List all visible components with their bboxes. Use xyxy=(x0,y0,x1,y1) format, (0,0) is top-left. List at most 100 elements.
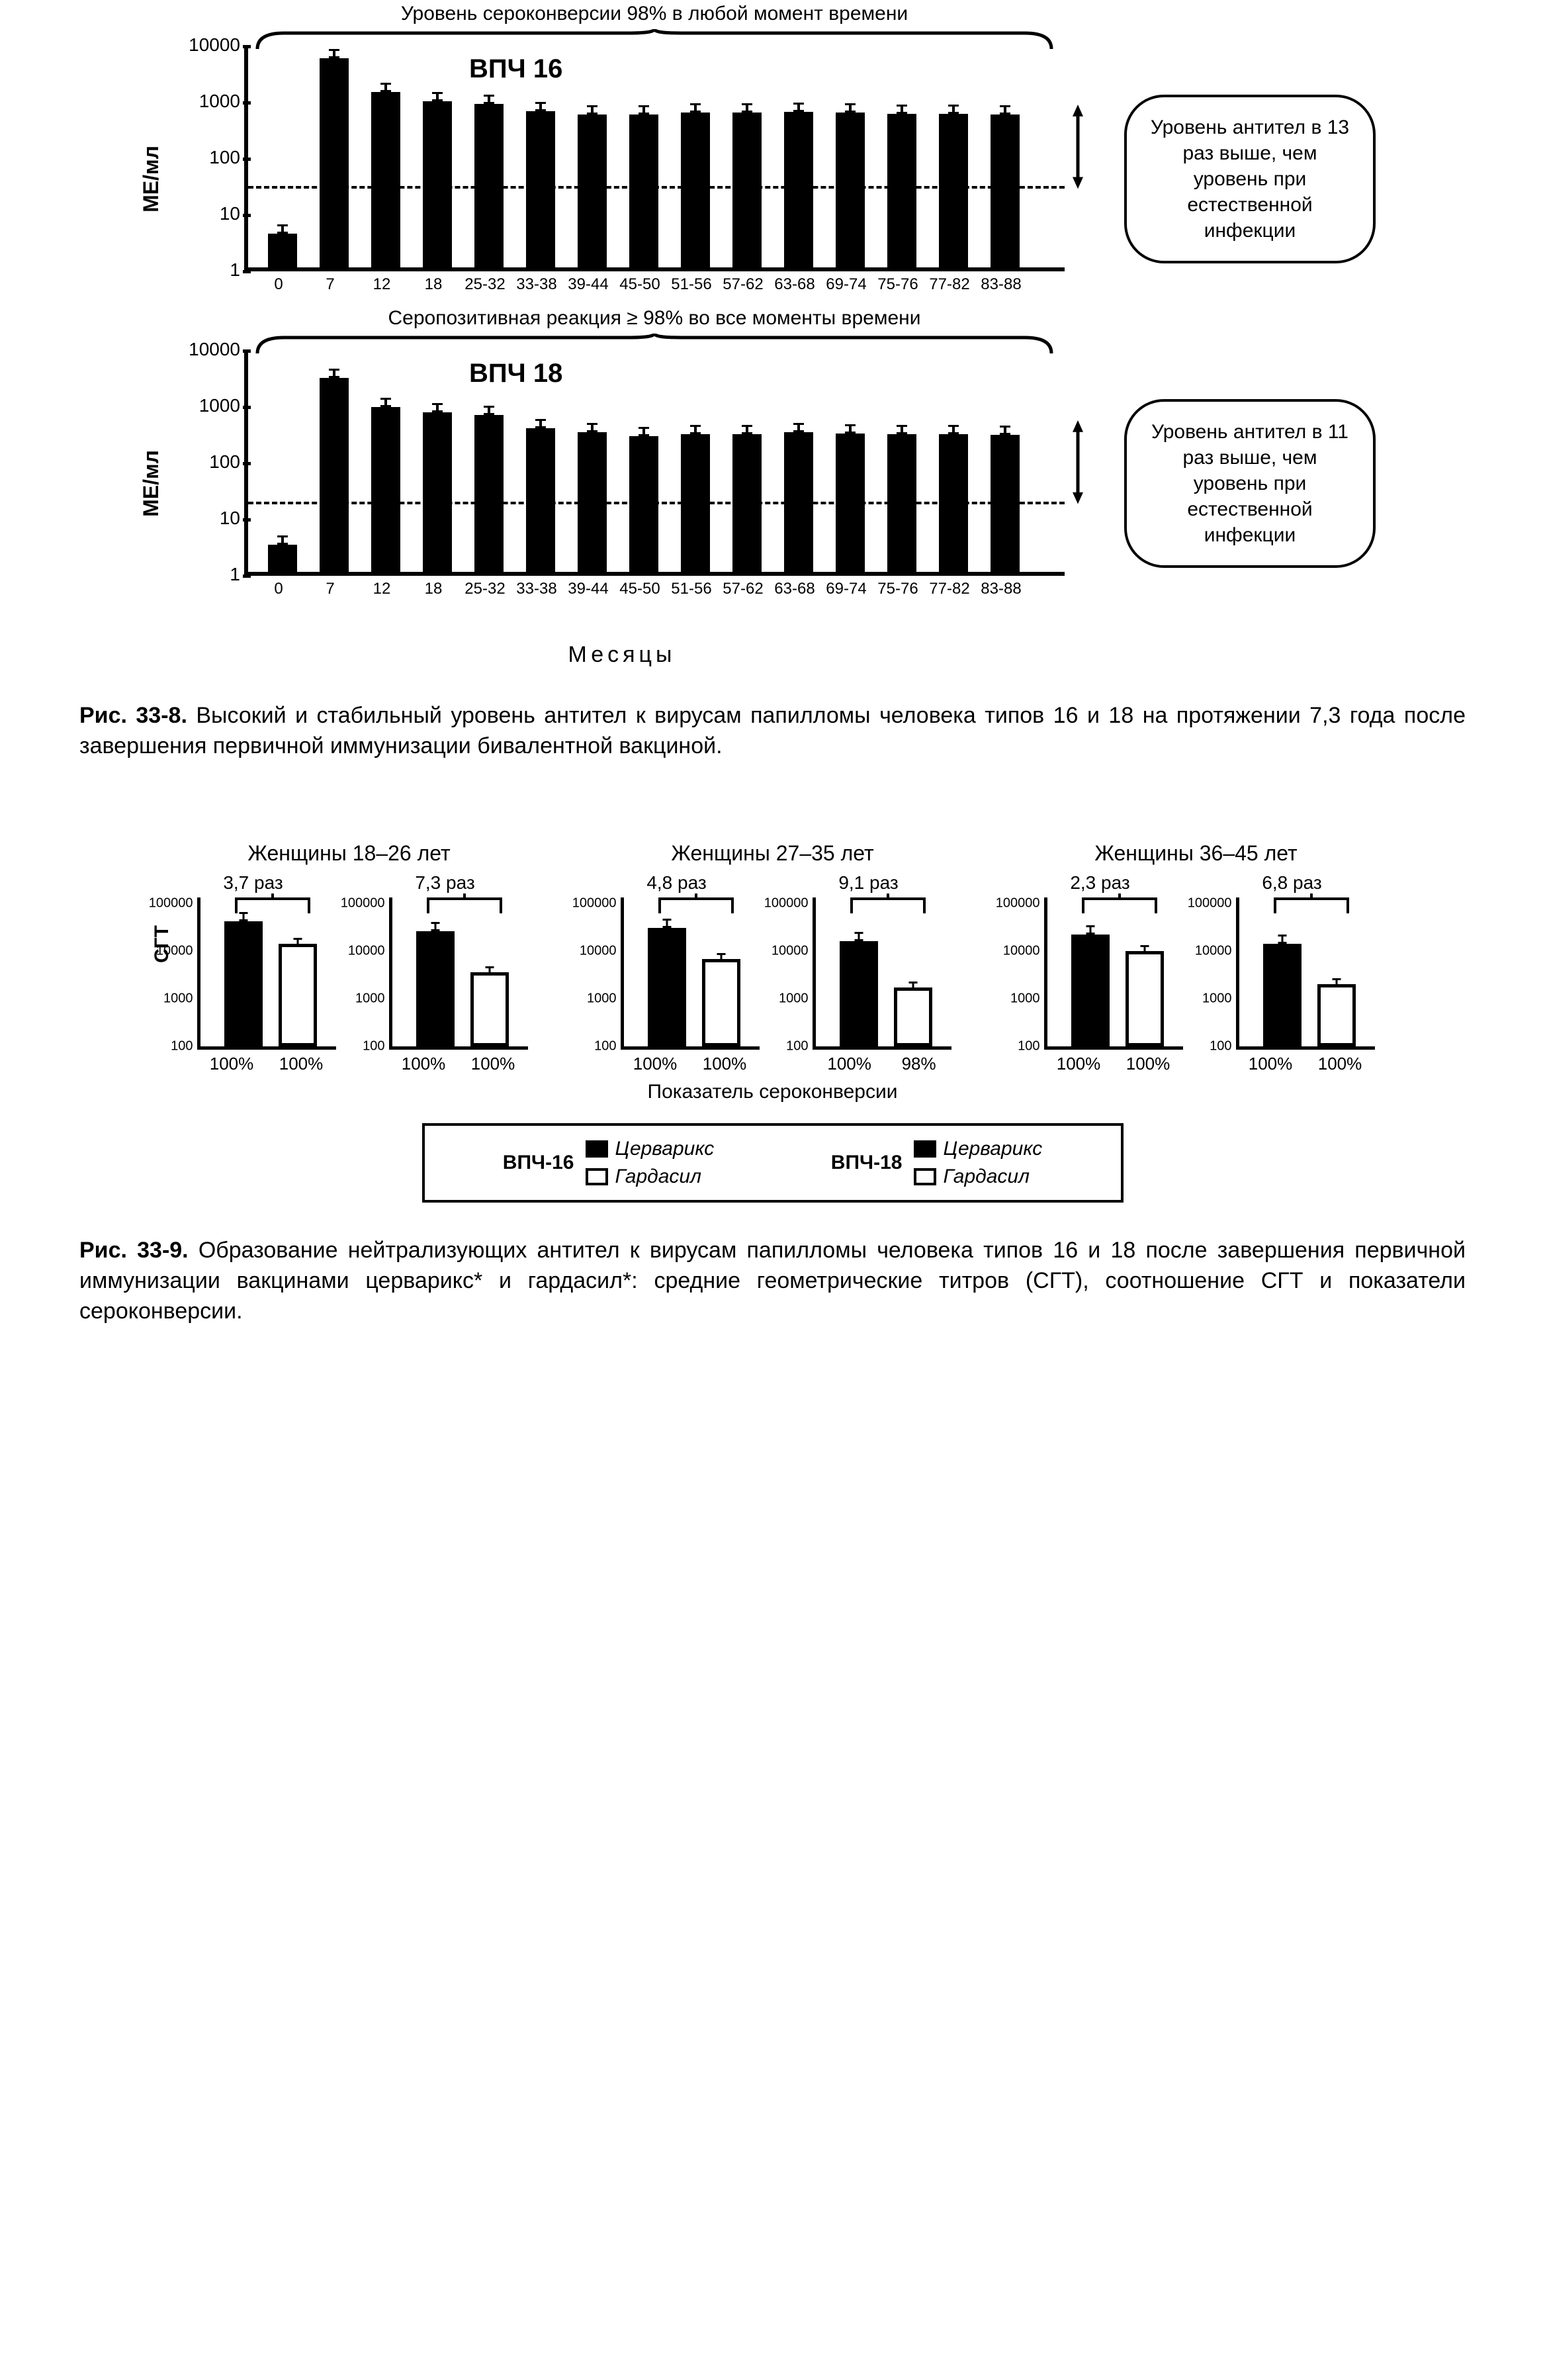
fig8-bar xyxy=(681,434,710,572)
fig9-age-group: Женщины 27–35 лет 4,8 раз 1001000100001000… xyxy=(594,841,951,1074)
legend-hpv18: ВПЧ-18 Церварикс Гардасил xyxy=(831,1138,1042,1188)
fig8-bar xyxy=(474,104,504,267)
fig8-xtick-label: 75-76 xyxy=(877,275,918,294)
fig8-top-note: Уровень сероконверсии 98% в любой момент… xyxy=(271,3,1038,25)
fig8-xtick-label: 77-82 xyxy=(929,275,969,294)
fig8-xtick-label: 51-56 xyxy=(671,275,711,294)
fig9-ratio-label: 3,7 раз xyxy=(171,872,336,893)
fig8-ytick: 10000 xyxy=(174,339,240,360)
fig8-xtick-label: 69-74 xyxy=(826,275,866,294)
swatch-gardasil-icon xyxy=(914,1168,936,1185)
fig9-seroconversion-row: 100%100% xyxy=(1044,1054,1183,1074)
fig9-mini-chart: СГТ3,7 раз100100010000100000100%100% xyxy=(171,872,336,1074)
fig8-xtick-label: 63-68 xyxy=(774,275,815,294)
fig9-bar-cervarix xyxy=(1071,935,1110,1046)
fig9-sero-value: 100% xyxy=(210,1054,254,1074)
fig9-ytick: 100 xyxy=(786,1038,808,1054)
fig9-ratio-label: 7,3 раз xyxy=(363,872,528,893)
bracket-icon xyxy=(421,893,508,913)
fig9-seroconversion-row: 100% 100% xyxy=(621,1054,760,1074)
swatch-cervarix-icon xyxy=(914,1140,936,1158)
fig9-ytick: 100000 xyxy=(341,895,385,911)
fig8-xtick-label: 0 xyxy=(274,275,283,294)
fig9-bar-gardasil xyxy=(1317,984,1356,1046)
fig8-bar xyxy=(474,415,504,572)
fig9-caption-text: Образование нейтрализующих антител к вир… xyxy=(79,1238,1466,1324)
fig8-ytick: 100 xyxy=(174,147,240,168)
fig9-ytick: 10000 xyxy=(1003,943,1040,958)
fig8-xtick-label: 83-88 xyxy=(981,580,1021,598)
fig8-xtick-label: 57-62 xyxy=(723,580,763,598)
fig9-seroconversion-row: 100% 100% xyxy=(389,1054,528,1074)
fig8-xtick-label: 33-38 xyxy=(516,275,556,294)
fig9-bar-gardasil xyxy=(702,959,740,1046)
fig8-ytick: 1000 xyxy=(174,395,240,416)
fig9-caption-num: Рис. 33-9. xyxy=(79,1238,189,1263)
fig9-ytick: 10000 xyxy=(772,943,809,958)
fig8-xtick-label: 18 xyxy=(425,580,443,598)
fig9-ratio-label: 9,1 раз xyxy=(786,872,951,893)
fig9-ytick: 100000 xyxy=(1188,895,1232,911)
fig8-xtick-label: 69-74 xyxy=(826,580,866,598)
fig8-xtick-label: 77-82 xyxy=(929,580,969,598)
fig8-xtick-label: 57-62 xyxy=(723,275,763,294)
fig8-bar xyxy=(268,545,297,572)
fig9-mini-chart: 2,3 раз100100010000100000100%100% xyxy=(1018,872,1183,1074)
fig9-ytick: 100 xyxy=(1210,1038,1231,1054)
bracket-icon xyxy=(653,893,739,913)
fig8-xtick-label: 25-32 xyxy=(464,580,505,598)
fig8-bar xyxy=(887,114,916,267)
fig8-bar xyxy=(526,111,555,267)
fig9-sero-value: 100% xyxy=(1057,1054,1101,1074)
fig8-bar xyxy=(939,434,968,572)
fig9-sero-value: 100% xyxy=(471,1054,515,1074)
fig8-caption-text: Высокий и стабильный уровень антител к в… xyxy=(79,703,1466,758)
fig9-seroconversion-row: 100% 98% xyxy=(813,1054,951,1074)
fig8-xtick-label: 18 xyxy=(425,275,443,294)
fig8-xtick-label: 12 xyxy=(373,580,391,598)
fig9-plot-area: 100100010000100000 xyxy=(1044,897,1183,1050)
fig8-bar xyxy=(681,113,710,267)
fig9-sero-value: 100% xyxy=(402,1054,446,1074)
fig9-sero-value: 100% xyxy=(633,1054,678,1074)
fig9-ytick: 10000 xyxy=(1195,943,1232,958)
fig8-xtick-label: 25-32 xyxy=(464,275,505,294)
fig9-ytick: 100000 xyxy=(572,895,617,911)
fig8-bar xyxy=(423,412,452,572)
fig8-bar xyxy=(578,432,607,572)
fig9-seroconversion-row: 100%100% xyxy=(1236,1054,1375,1074)
fig8-ylabel: МЕ/мл xyxy=(139,450,163,517)
fig8-bar xyxy=(526,428,555,572)
fig9-seroconversion-caption: Показатель сероконверсии xyxy=(79,1081,1466,1103)
fig9-ytick: 10000 xyxy=(156,943,193,958)
fig8-xtick-label: 45-50 xyxy=(619,275,660,294)
fig9-caption: Рис. 33-9. Образование нейтрализующих ан… xyxy=(79,1236,1466,1327)
fig8-bar xyxy=(268,234,297,267)
fig9-bar-gardasil xyxy=(894,987,932,1046)
fig9-ytick: 1000 xyxy=(355,991,385,1006)
fig9-bar-cervarix xyxy=(840,941,878,1046)
fig9-legend: ВПЧ-16 Церварикс Гардасил ВПЧ-18 Цервари… xyxy=(422,1123,1124,1203)
fig9-plot-area: 100100010000100000 xyxy=(621,897,760,1050)
fig8-top-note: Серопозитивная реакция ≥ 98% во все моме… xyxy=(271,307,1038,330)
fig8-ylabel: МЕ/мл xyxy=(139,146,163,212)
fig9-seroconversion-row: 100%100% xyxy=(197,1054,336,1074)
figure-33-8: МЕ/млУровень сероконверсии 98% в любой м… xyxy=(79,40,1466,762)
fig8-panel-0: МЕ/млУровень сероконверсии 98% в любой м… xyxy=(139,40,1466,318)
fig9-sero-value: 100% xyxy=(703,1054,747,1074)
fig8-bar xyxy=(991,114,1020,267)
fig9-ytick: 100000 xyxy=(149,895,193,911)
fig9-sero-value: 98% xyxy=(902,1054,936,1074)
fig9-ratio-label: 4,8 раз xyxy=(594,872,760,893)
fig9-group-title: Женщины 27–35 лет xyxy=(594,841,951,866)
fig9-age-group: Женщины 18–26 летСГТ3,7 раз1001000100001… xyxy=(171,841,528,1074)
fig9-ytick: 100 xyxy=(171,1038,193,1054)
fig9-sero-value: 100% xyxy=(827,1054,871,1074)
fig9-ytick: 10000 xyxy=(580,943,617,958)
fig9-bar-gardasil xyxy=(470,972,509,1046)
fig9-bar-cervarix xyxy=(648,928,686,1046)
fig9-ytick: 100000 xyxy=(996,895,1040,911)
fig8-months-label: Месяцы xyxy=(212,642,1032,668)
fig9-mini-chart: 9,1 раз100100010000100000100%98% xyxy=(786,872,951,1074)
fig9-ytick: 100000 xyxy=(764,895,809,911)
